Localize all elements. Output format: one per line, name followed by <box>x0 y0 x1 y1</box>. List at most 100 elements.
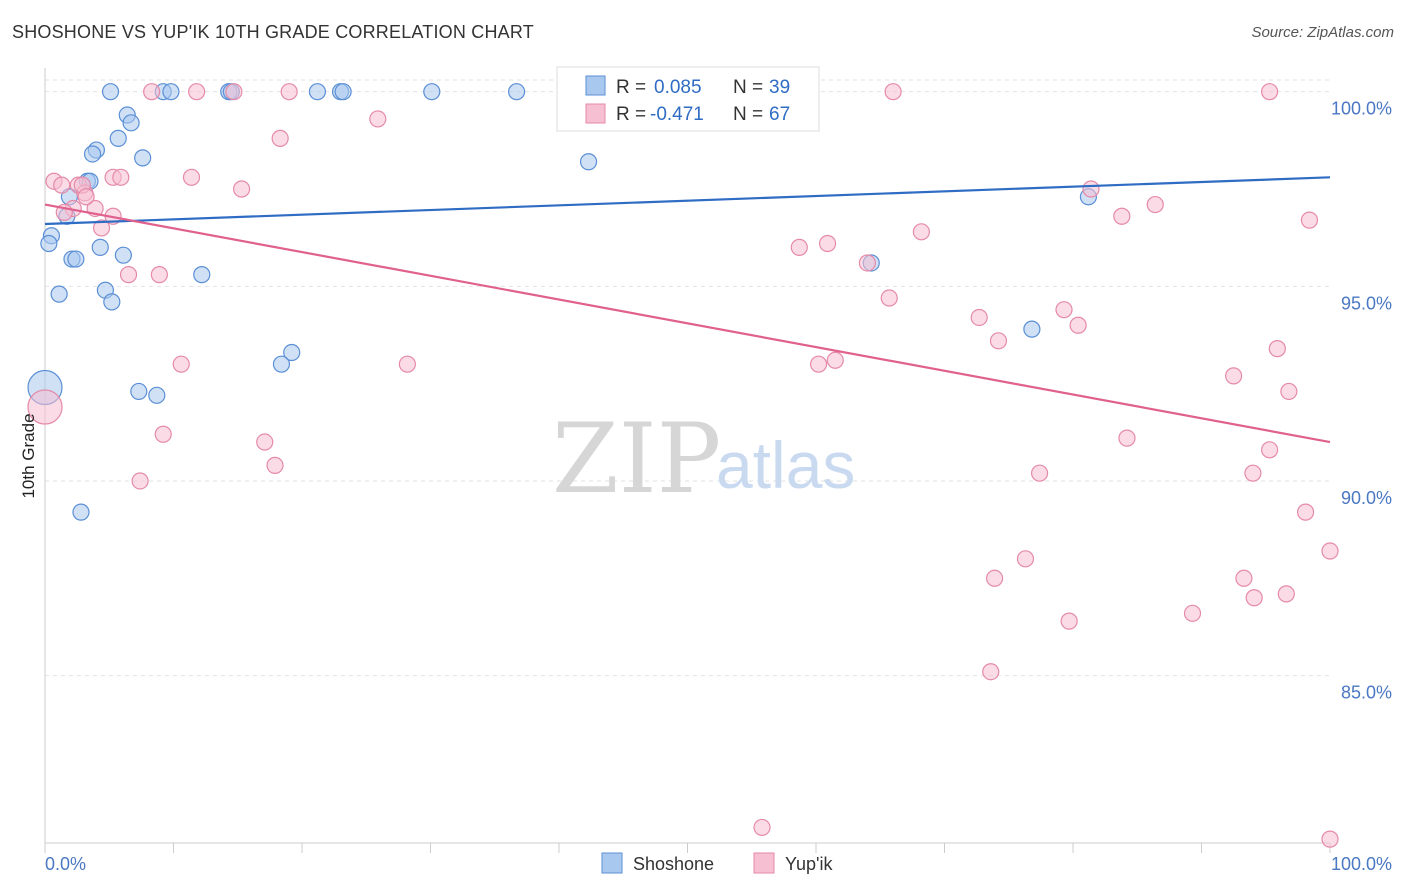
legend-swatch-yupik <box>753 852 775 874</box>
point-yupik-37 <box>1268 340 1286 358</box>
watermark-atlas: atlas <box>716 428 855 502</box>
point-shoshone-5 <box>308 83 327 101</box>
point-yupik-61 <box>982 663 1000 681</box>
point-yupik-46 <box>1118 429 1136 447</box>
point-yupik-0 <box>143 83 161 101</box>
point-yupik-56 <box>1235 569 1253 587</box>
point-yupik-33 <box>1055 301 1073 319</box>
y-tick-label-2: 90.0% <box>1341 488 1392 508</box>
axes <box>44 68 1331 853</box>
point-shoshone-29 <box>193 266 211 284</box>
point-yupik-49 <box>131 472 149 490</box>
point-yupik-40 <box>809 355 828 373</box>
point-yupik-65 <box>77 188 95 206</box>
legend-label-yupik: Yup'ik <box>785 854 833 874</box>
stats-n-value-yupik: 67 <box>769 104 790 125</box>
point-shoshone-36 <box>130 382 148 401</box>
stats-n-label-yupik: N = <box>733 104 763 125</box>
point-yupik-19 <box>1146 195 1164 214</box>
point-yupik-62 <box>753 818 771 837</box>
stats-n-value-shoshone: 39 <box>769 77 790 98</box>
point-shoshone-23 <box>40 234 58 253</box>
grid <box>45 79 1330 677</box>
point-yupik-55 <box>986 569 1004 587</box>
point-yupik-44 <box>154 425 172 443</box>
chart-source: Source: ZipAtlas.com <box>1251 24 1394 41</box>
point-yupik-7 <box>1261 83 1279 101</box>
point-yupik-28 <box>818 234 837 253</box>
stats-legend: R = 0.085 N = 39 R = -0.471 N = 67 <box>556 66 820 132</box>
point-yupik-58 <box>1245 589 1263 607</box>
point-yupik-17 <box>233 180 251 198</box>
point-yupik-35 <box>1069 316 1087 334</box>
point-yupik-48 <box>1261 441 1279 459</box>
point-yupik-53 <box>1321 542 1339 560</box>
point-shoshone-7 <box>334 83 352 101</box>
stats-r-label-yupik: R = <box>616 104 646 125</box>
point-shoshone-32 <box>103 293 121 311</box>
point-yupik-47 <box>266 456 284 474</box>
point-yupik-43 <box>1280 382 1298 401</box>
point-yupik-60 <box>1060 612 1078 630</box>
point-yupik-9 <box>271 129 289 147</box>
y-axis-label: 10th Grade <box>19 413 38 498</box>
point-yupik-11 <box>112 168 130 186</box>
legend-label-shoshone: Shoshone <box>633 854 714 874</box>
point-yupik-57 <box>1277 585 1295 603</box>
point-yupik-54 <box>1016 550 1035 568</box>
point-shoshone-2 <box>162 83 180 101</box>
point-yupik-32 <box>880 289 898 307</box>
watermark-zip: ZIP <box>552 403 721 515</box>
point-yupik-8 <box>369 110 387 128</box>
point-shoshone-33 <box>1023 320 1041 338</box>
watermark: ZIP atlas <box>552 403 855 515</box>
point-yupik-45 <box>256 433 274 451</box>
point-yupik-24 <box>1300 211 1319 229</box>
point-yupik-1 <box>188 83 206 101</box>
point-yupik-39 <box>398 355 416 373</box>
point-yupik-36 <box>989 332 1008 350</box>
point-shoshone-31 <box>50 285 68 303</box>
point-shoshone-0 <box>101 83 120 101</box>
point-yupik-30 <box>119 266 138 284</box>
point-yupik-42 <box>1225 367 1243 385</box>
point-shoshone-16 <box>579 153 598 171</box>
point-shoshone-12 <box>109 129 127 147</box>
point-shoshone-15 <box>134 149 152 167</box>
stats-swatch-yupik <box>585 103 606 124</box>
stats-r-label-shoshone: R = <box>616 77 646 98</box>
point-yupik-50 <box>1030 464 1049 482</box>
y-tick-label-0: 100.0% <box>1331 99 1392 119</box>
trend-line-shoshone <box>44 176 1331 226</box>
legend-swatch-shoshone <box>601 852 623 874</box>
point-shoshone-34 <box>283 343 301 362</box>
point-yupik-38 <box>172 355 190 373</box>
point-yupik-large <box>27 389 63 425</box>
point-shoshone-24 <box>91 238 109 256</box>
point-yupik-12 <box>182 168 201 186</box>
point-yupik-41 <box>826 351 844 369</box>
point-yupik-26 <box>912 223 930 241</box>
point-yupik-31 <box>150 266 168 284</box>
point-shoshone-35 <box>272 355 291 373</box>
point-yupik-23 <box>1113 207 1131 225</box>
point-yupik-63 <box>1321 830 1339 848</box>
bottom-legend: Shoshone Yup'ik <box>601 852 833 874</box>
y-tick-label-1: 95.0% <box>1341 293 1392 313</box>
point-yupik-14 <box>53 176 71 194</box>
point-yupik-59 <box>1183 604 1202 622</box>
point-shoshone-14 <box>83 145 102 163</box>
stats-n-label-shoshone: N = <box>733 77 763 98</box>
x-tick-label-0: 0.0% <box>45 854 86 874</box>
point-yupik-6 <box>884 83 902 101</box>
point-shoshone-9 <box>507 83 526 101</box>
stats-swatch-shoshone <box>585 75 606 96</box>
point-yupik-3 <box>280 83 298 101</box>
point-shoshone-11 <box>122 114 140 132</box>
y-tick-label-3: 85.0% <box>1341 683 1392 703</box>
chart-title: SHOSHONE VS YUP'IK 10TH GRADE CORRELATIO… <box>12 22 534 42</box>
point-yupik-29 <box>858 254 877 272</box>
x-tick-labels: 0.0% 100.0% <box>45 854 1392 874</box>
point-yupik-34 <box>970 308 988 327</box>
